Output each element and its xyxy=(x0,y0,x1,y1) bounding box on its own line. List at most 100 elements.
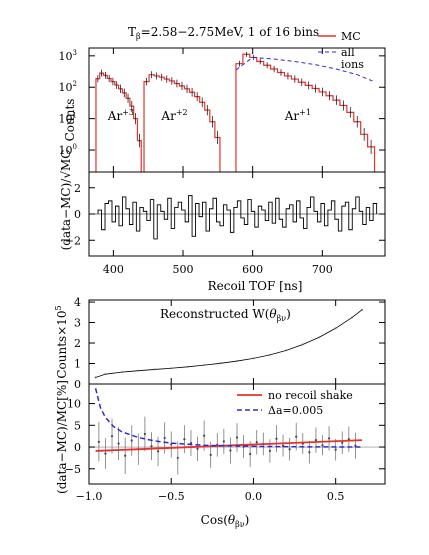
peak-label: Ar+3 xyxy=(107,108,134,123)
tof-ytick-label: 100 xyxy=(59,143,77,157)
residual-ytick-label: −2 xyxy=(65,234,81,247)
w-residual-point xyxy=(130,439,133,442)
tof-xtick-label: 400 xyxy=(103,263,124,276)
w-residual-point xyxy=(249,452,252,456)
chart-title: Tβ=2.58−2.75MeV, 1 of 16 bins xyxy=(128,25,319,41)
w-residual-legend: no recoil shake Δa=0.005 xyxy=(237,389,353,417)
w-residual-point xyxy=(255,441,258,444)
w-data-point xyxy=(252,357,255,360)
w-data-point xyxy=(285,349,288,352)
residual-histogram xyxy=(97,195,378,240)
w-residual-point xyxy=(183,438,186,441)
w-residual-point xyxy=(156,450,160,453)
w-ytick-label: 0 xyxy=(74,378,81,391)
w-residual-point xyxy=(288,448,291,451)
tof-counts-panel: 100 101 102 103 Ar+3 Ar+2 Ar+1 xyxy=(59,47,386,173)
w-residuals-frame xyxy=(88,383,386,485)
w-residual-point xyxy=(327,437,331,440)
w-residual-point xyxy=(203,434,206,437)
cos-xtick-label: 0.5 xyxy=(327,490,345,503)
w-residual-point xyxy=(117,442,120,445)
w-residual-point xyxy=(110,435,114,438)
tof-ytick-label: 101 xyxy=(59,112,77,126)
w-residuals-panel: 10 5 0 −5 −1.0 −0.5 0.0 0.5 xyxy=(65,383,386,503)
w-residual-ytick-label: 5 xyxy=(74,419,81,432)
w-residual-point xyxy=(150,445,153,448)
cos-xtick-label: 0.0 xyxy=(245,490,263,503)
w-annotation: Reconstructed W(θβν) xyxy=(160,307,291,323)
w-data-point xyxy=(301,343,304,346)
legend-no-shake-label: no recoil shake xyxy=(268,389,353,402)
mc-histogram-Ar+3 xyxy=(95,72,142,172)
cos-xtick-label: −1.0 xyxy=(76,490,103,503)
legend-delta-a-label: Δa=0.005 xyxy=(268,404,323,417)
w-ytick-label: 4 xyxy=(74,296,81,309)
w-residual-point xyxy=(314,438,318,442)
w-residual-point xyxy=(196,447,199,450)
tof-xlabel: Recoil TOF [ns] xyxy=(208,279,303,293)
legend-all-ions-label-2: ions xyxy=(341,58,364,71)
w-residual-point xyxy=(321,444,324,447)
all-ions-curve xyxy=(235,56,373,82)
w-distribution-panel: 4 3 2 1 0 xyxy=(74,296,386,391)
peak-label: Ar+1 xyxy=(284,108,311,123)
w-data-point xyxy=(137,369,140,372)
legend-all-ions-label-1: all xyxy=(341,46,355,59)
w-residual-point xyxy=(341,441,344,444)
w-residual-point xyxy=(124,454,127,457)
w-residual-point xyxy=(97,440,100,443)
mc-histogram-Ar+1 xyxy=(235,53,376,172)
w-residual-point xyxy=(268,449,271,453)
w-data-point xyxy=(318,336,321,339)
w-residual-point xyxy=(104,452,107,455)
w-data-point xyxy=(203,364,206,367)
w-ylabel: Counts×105 xyxy=(54,305,69,378)
w-residual-point xyxy=(308,451,311,454)
w-data-point xyxy=(153,368,156,371)
w-residual-ytick-label: 10 xyxy=(67,398,81,411)
w-residual-ylabel: (data−MC)/MC[%] xyxy=(55,380,69,494)
w-residual-point xyxy=(275,437,278,440)
tof-xtick-label: 600 xyxy=(242,263,263,276)
w-data-point xyxy=(334,327,337,330)
residual-ytick-label: 2 xyxy=(74,182,81,195)
delta-a-curve xyxy=(94,388,362,448)
w-residual-point xyxy=(143,432,147,436)
cos-xtick-label: −0.5 xyxy=(158,490,185,503)
w-residual-point xyxy=(334,448,337,451)
w-residual-point xyxy=(295,435,298,438)
w-residual-point xyxy=(235,436,239,439)
w-data-point xyxy=(170,367,173,370)
tof-xtick-label: 700 xyxy=(312,263,333,276)
w-data-point xyxy=(120,371,123,374)
tof-residuals-panel: 2 0 −2 400 500 600 700 xyxy=(65,171,386,276)
tof-ylabel: Counts xyxy=(63,99,77,142)
w-residual-ytick-label: −5 xyxy=(65,463,81,476)
w-data-point xyxy=(104,373,107,376)
w-residual-point xyxy=(176,456,179,460)
residual-ytick-label: 0 xyxy=(74,208,81,221)
w-ytick-label: 3 xyxy=(74,317,81,330)
w-data-point xyxy=(186,365,189,368)
w-residual-ytick-label: 0 xyxy=(74,441,81,454)
w-data-point xyxy=(219,362,222,365)
cos-xlabel: Cos(θβν) xyxy=(201,513,250,529)
tof-residual-ylabel: (data−MC)/√MC xyxy=(59,150,73,251)
tof-ytick-label: 102 xyxy=(59,80,77,94)
w-data-point xyxy=(268,354,271,356)
tof-xtick-label: 500 xyxy=(173,263,194,276)
w-data-point xyxy=(94,376,97,379)
w-residual-point xyxy=(209,453,212,456)
w-mc-curve xyxy=(95,309,363,378)
legend-mc-label: MC xyxy=(341,30,361,43)
w-ytick-label: 2 xyxy=(74,337,81,350)
tof-ytick-label: 103 xyxy=(59,49,77,63)
w-data-point xyxy=(236,360,238,362)
w-residual-point xyxy=(222,440,225,443)
tof-legend: MC all ions xyxy=(318,30,364,71)
w-data-point xyxy=(351,316,354,319)
w-data-point xyxy=(361,308,363,311)
peak-label: Ar+2 xyxy=(160,108,187,123)
w-residual-point xyxy=(163,436,166,440)
